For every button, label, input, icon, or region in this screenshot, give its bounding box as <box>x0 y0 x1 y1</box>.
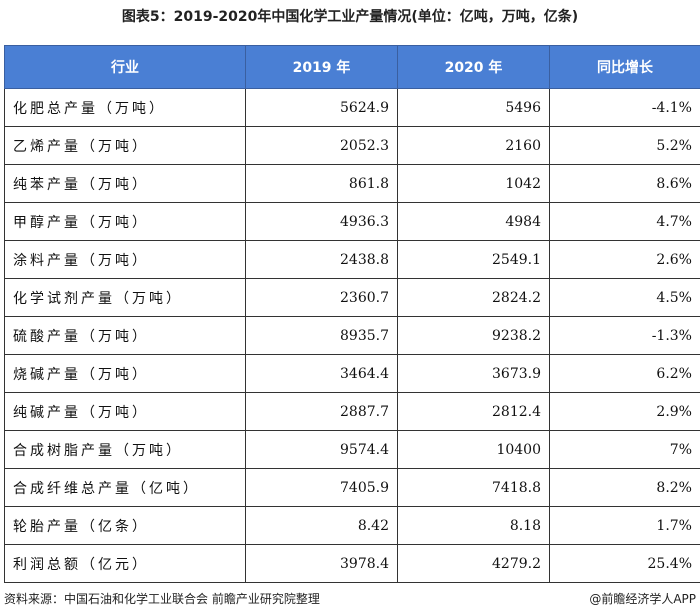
table-row: 合成树脂产量（万吨） 9574.4 10400 7% <box>4 430 700 469</box>
cell: 2812.4 <box>397 392 550 431</box>
cell: 2052.3 <box>245 126 398 165</box>
cell: 7418.8 <box>397 468 550 507</box>
row-label: 纯碱产量（万吨） <box>4 392 246 431</box>
row-label: 烧碱产量（万吨） <box>4 354 246 393</box>
row-label: 甲醇产量（万吨） <box>4 202 246 241</box>
cell: 5624.9 <box>245 88 398 127</box>
cell: 10400 <box>397 430 550 469</box>
cell: 2160 <box>397 126 550 165</box>
cell: 8.18 <box>397 506 550 545</box>
cell: -4.1% <box>549 88 700 127</box>
header-cell: 行业 <box>4 45 246 89</box>
table-row: 化肥总产量（万吨） 5624.9 5496 -4.1% <box>4 88 700 127</box>
cell: 9574.4 <box>245 430 398 469</box>
table-row: 乙烯产量（万吨） 2052.3 2160 5.2% <box>4 126 700 165</box>
cell: 1042 <box>397 164 550 203</box>
cell: 2887.7 <box>245 392 398 431</box>
table-row: 纯苯产量（万吨） 861.8 1042 8.6% <box>4 164 700 203</box>
cell: 3464.4 <box>245 354 398 393</box>
row-label: 硫酸产量（万吨） <box>4 316 246 355</box>
cell: 4.7% <box>549 202 700 241</box>
row-label: 利润总额（亿元） <box>4 544 246 583</box>
header-cell: 同比增长 <box>549 45 700 89</box>
table-row: 硫酸产量（万吨） 8935.7 9238.2 -1.3% <box>4 316 700 355</box>
cell: 3673.9 <box>397 354 550 393</box>
cell: 3978.4 <box>245 544 398 583</box>
table-row: 涂料产量（万吨） 2438.8 2549.1 2.6% <box>4 240 700 279</box>
table-row: 纯碱产量（万吨） 2887.7 2812.4 2.9% <box>4 392 700 431</box>
cell: 2.9% <box>549 392 700 431</box>
row-label: 化肥总产量（万吨） <box>4 88 246 127</box>
header-row: 行业 2019 年 2020 年同比增长 <box>4 45 700 89</box>
cell: 4279.2 <box>397 544 550 583</box>
cell: 8.6% <box>549 164 700 203</box>
cell: -1.3% <box>549 316 700 355</box>
cell: 2.6% <box>549 240 700 279</box>
source: 资料来源：中国石油和化学工业联合会 前瞻产业研究院整理 <box>4 592 320 606</box>
cell: 4936.3 <box>245 202 398 241</box>
cell: 8935.7 <box>245 316 398 355</box>
row-label: 乙烯产量（万吨） <box>4 126 246 165</box>
cell: 5.2% <box>549 126 700 165</box>
table-row: 轮胎产量（亿条） 8.42 8.18 1.7% <box>4 506 700 545</box>
table-row: 甲醇产量（万吨） 4936.3 4984 4.7% <box>4 202 700 241</box>
cell: 5496 <box>397 88 550 127</box>
header-cell: 2019 年 <box>245 45 398 89</box>
row-label: 轮胎产量（亿条） <box>4 506 246 545</box>
table-row: 利润总额（亿元） 3978.4 4279.2 25.4% <box>4 544 700 583</box>
cell: 7% <box>549 430 700 469</box>
cell: 4.5% <box>549 278 700 317</box>
cell: 2360.7 <box>245 278 398 317</box>
cell: 861.8 <box>245 164 398 203</box>
cell: 2438.8 <box>245 240 398 279</box>
cell: 25.4% <box>549 544 700 583</box>
header-cell: 2020 年 <box>397 45 550 89</box>
table-body: 化肥总产量（万吨） 5624.9 5496 -4.1% 乙烯产量（万吨） 2052.3 21… <box>4 88 700 583</box>
row-label: 合成树脂产量（万吨） <box>4 430 246 469</box>
table-row: 化学试剂产量（万吨） 2360.7 2824.2 4.5% <box>4 278 700 317</box>
brand: @前瞻经济学人APP <box>589 592 696 606</box>
cell: 6.2% <box>549 354 700 393</box>
table-row: 合成纤维总产量（亿吨） 7405.9 7418.8 8.2% <box>4 468 700 507</box>
cell: 2549.1 <box>397 240 550 279</box>
table-row: 烧碱产量（万吨） 3464.4 3673.9 6.2% <box>4 354 700 393</box>
cell: 4984 <box>397 202 550 241</box>
row-label: 涂料产量（万吨） <box>4 240 246 279</box>
cell: 7405.9 <box>245 468 398 507</box>
title: 图表5：2019-2020年中国化学工业产量情况(单位：亿吨，万吨，亿条) <box>121 9 579 25</box>
cell: 1.7% <box>549 506 700 545</box>
data-table: 行业 2019 年 2020 年同比增长 化肥总产量（万吨） 5624.9 5496 -4… <box>4 45 700 583</box>
row-label: 化学试剂产量（万吨） <box>4 278 246 317</box>
cell: 8.42 <box>245 506 398 545</box>
cell: 9238.2 <box>397 316 550 355</box>
cell: 2824.2 <box>397 278 550 317</box>
row-label: 纯苯产量（万吨） <box>4 164 246 203</box>
cell: 8.2% <box>549 468 700 507</box>
row-label: 合成纤维总产量（亿吨） <box>4 468 246 507</box>
